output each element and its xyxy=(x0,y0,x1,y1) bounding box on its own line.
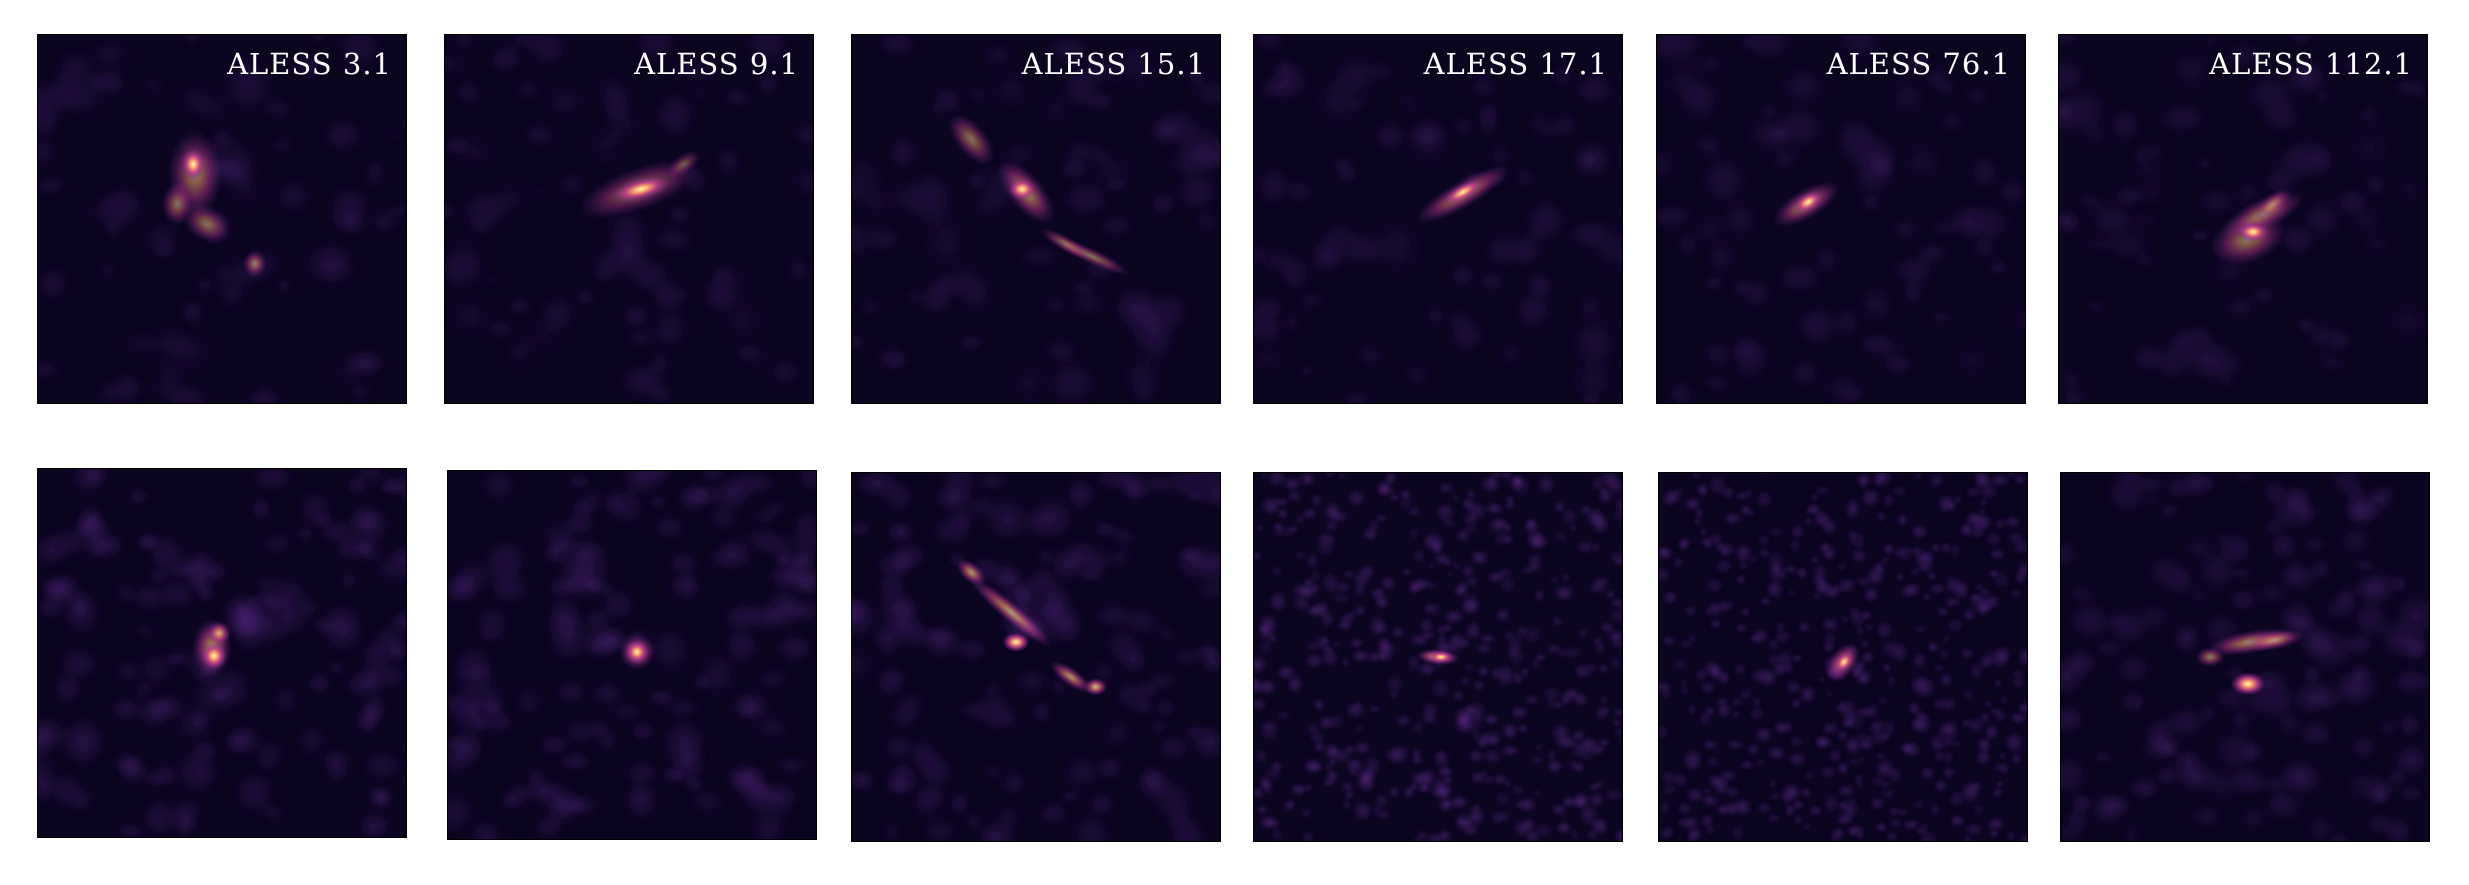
emission-source xyxy=(192,618,232,678)
emission-source xyxy=(956,558,1108,696)
panel-label: ALESS 3.1 xyxy=(227,47,392,81)
emission-map xyxy=(852,35,1220,403)
emission-blob xyxy=(1793,190,1823,214)
emission-blob xyxy=(161,182,194,226)
emission-source xyxy=(947,112,1132,277)
panel-aless-112-1-top: ALESS 112.1 xyxy=(2058,34,2428,404)
emission-map xyxy=(38,35,406,403)
emission-source xyxy=(1825,642,1861,681)
emission-blob xyxy=(947,112,996,166)
emission-blob xyxy=(2254,188,2291,221)
emission-blob xyxy=(201,642,227,670)
emission-blob xyxy=(1083,677,1108,696)
emission-blob xyxy=(625,640,649,664)
panel-aless-3-1-bottom xyxy=(37,468,407,838)
emission-blob xyxy=(242,249,267,278)
emission-source xyxy=(161,129,267,278)
emission-blob xyxy=(1049,660,1092,693)
panel-aless-15-1-top: ALESS 15.1 xyxy=(851,34,1221,404)
panel-aless-76-1-bottom xyxy=(1658,472,2028,842)
emission-blob xyxy=(182,203,232,245)
panel-label: ALESS 15.1 xyxy=(1021,47,1206,81)
noise-texture xyxy=(38,469,406,837)
emission-blob xyxy=(2230,671,2266,696)
panel-aless-9-1-bottom xyxy=(447,470,817,840)
panel-aless-3-1-top: ALESS 3.1 xyxy=(37,34,407,404)
noise-texture xyxy=(1254,473,1622,841)
emission-blob xyxy=(611,176,670,203)
emission-source xyxy=(619,634,655,670)
emission-source xyxy=(577,150,701,220)
noise-texture xyxy=(1659,473,2027,841)
emission-map xyxy=(1657,35,2025,403)
emission-source xyxy=(1416,648,1460,666)
panel-aless-17-1-top: ALESS 17.1 xyxy=(1253,34,1623,404)
emission-blob xyxy=(181,148,206,181)
panel-label: ALESS 9.1 xyxy=(634,47,799,81)
emission-blob xyxy=(1443,179,1483,206)
panel-aless-9-1-top: ALESS 9.1 xyxy=(444,34,814,404)
emission-source xyxy=(1414,164,1511,225)
emission-blob xyxy=(666,150,701,179)
panel-aless-15-1-bottom xyxy=(851,472,1221,842)
panel-label: ALESS 17.1 xyxy=(1423,47,1608,81)
emission-blob xyxy=(2195,647,2226,667)
panel-label: ALESS 76.1 xyxy=(1826,47,2011,81)
emission-source xyxy=(2209,188,2305,266)
emission-map xyxy=(445,35,813,403)
noise-texture xyxy=(448,471,816,839)
emission-map xyxy=(1254,473,1622,841)
emission-map xyxy=(2061,473,2429,841)
emission-blob xyxy=(1008,178,1036,201)
noise-texture xyxy=(2061,473,2429,841)
panel-aless-112-1-bottom xyxy=(2060,472,2430,842)
panel-label: ALESS 112.1 xyxy=(2209,47,2413,81)
emission-map xyxy=(38,469,406,837)
emission-blob xyxy=(968,576,1054,649)
noise-texture xyxy=(1657,35,2025,403)
emission-map xyxy=(1254,35,1622,403)
emission-map xyxy=(448,471,816,839)
panel-aless-17-1-bottom xyxy=(1253,472,1623,842)
emission-blob xyxy=(2237,221,2269,242)
emission-blob xyxy=(207,621,231,646)
emission-blob xyxy=(1429,651,1453,663)
emission-map xyxy=(1659,473,2027,841)
emission-blob xyxy=(1039,227,1092,261)
emission-map xyxy=(2059,35,2427,403)
emission-blob xyxy=(1002,632,1031,653)
noise-texture xyxy=(852,35,1220,403)
emission-map xyxy=(852,473,1220,841)
emission-source xyxy=(1772,181,1840,227)
emission-source xyxy=(2195,627,2305,696)
panel-aless-76-1-top: ALESS 76.1 xyxy=(1656,34,2026,404)
emission-blob xyxy=(1834,651,1854,673)
noise-texture xyxy=(445,35,813,403)
noise-texture xyxy=(1254,35,1622,403)
emission-blob xyxy=(2245,629,2305,652)
